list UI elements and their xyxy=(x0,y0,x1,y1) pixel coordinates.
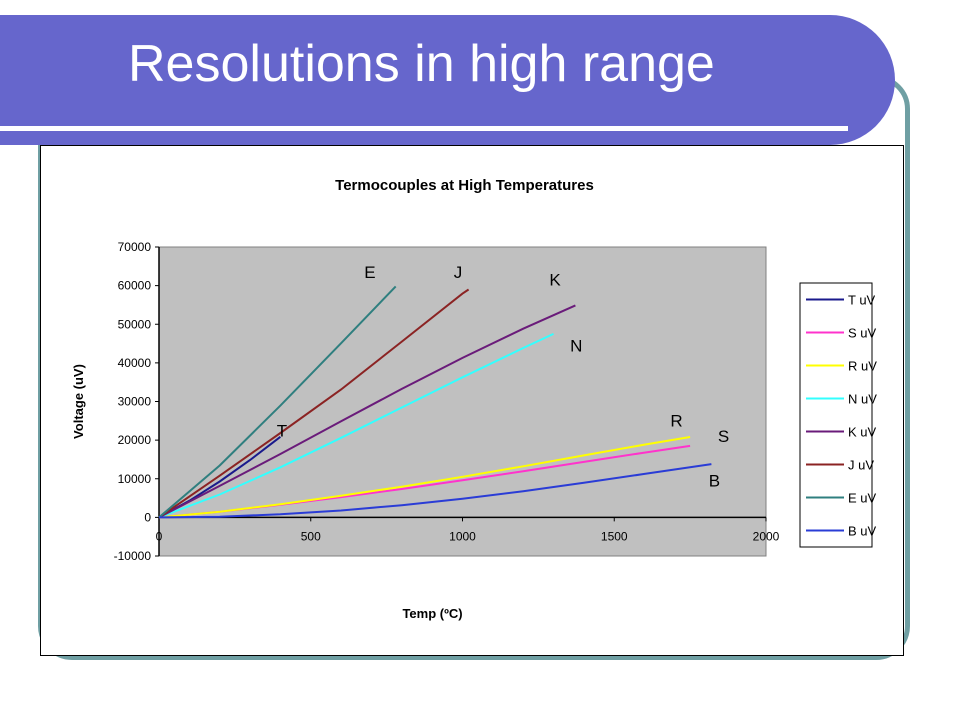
annotation-label: E xyxy=(364,263,375,282)
series-line-k-uv xyxy=(158,304,576,519)
y-tick-label: 70000 xyxy=(118,240,152,254)
y-tick-label: 50000 xyxy=(118,317,152,331)
annotation-label: J xyxy=(454,263,463,282)
y-tick-label: 20000 xyxy=(118,433,152,447)
annotation-label: B xyxy=(709,471,720,490)
legend-label: E uV xyxy=(848,491,877,506)
title-rule xyxy=(0,126,848,131)
annotation-label: S xyxy=(718,427,729,446)
y-tick-label: 40000 xyxy=(118,356,152,370)
legend-box xyxy=(799,282,873,548)
legend-label: N uV xyxy=(848,392,877,407)
chart-title: Termocouples at High Temperatures xyxy=(335,177,594,194)
legend-label: T uV xyxy=(848,293,876,308)
x-tick-label: 0 xyxy=(156,529,163,543)
legend-label: S uV xyxy=(848,326,877,341)
series-line-n-uv xyxy=(158,332,554,519)
y-tick-label: 0 xyxy=(144,510,151,524)
y-tick-label: 30000 xyxy=(118,395,152,409)
y-tick-label: 10000 xyxy=(118,472,152,486)
y-tick-label: -10000 xyxy=(114,549,152,563)
chart-box: Termocouples at High Temperatures -10000 0… xyxy=(40,145,904,656)
plot-area xyxy=(158,246,767,557)
series-line-e-uv xyxy=(158,285,397,519)
x-axis-label: Temp (ºC) xyxy=(402,606,462,621)
page-title: Resolutions in high range xyxy=(128,35,715,93)
legend-label: B uV xyxy=(848,524,877,539)
y-axis-label: Voltage (uV) xyxy=(71,364,86,439)
x-tick-label: 1500 xyxy=(601,529,628,543)
annotation-label: R xyxy=(670,412,682,431)
x-tick-label: 1000 xyxy=(449,529,476,543)
series-line-b-uv xyxy=(158,463,712,519)
annotation-label: N xyxy=(570,336,582,355)
chart-svg: Termocouples at High Temperatures -10000 0… xyxy=(71,177,877,621)
annotation-label: T xyxy=(277,421,287,440)
title-banner xyxy=(0,15,895,145)
y-tick-label: 60000 xyxy=(118,279,152,293)
legend-label: J uV xyxy=(848,458,874,473)
x-tick-label: 500 xyxy=(301,529,321,543)
legend-label: K uV xyxy=(848,425,877,440)
series-line-r-uv xyxy=(158,436,691,519)
annotation-label: K xyxy=(549,271,561,290)
series-line-j-uv xyxy=(158,288,470,519)
legend-label: R uV xyxy=(848,359,877,374)
x-tick-label: 2000 xyxy=(753,529,780,543)
